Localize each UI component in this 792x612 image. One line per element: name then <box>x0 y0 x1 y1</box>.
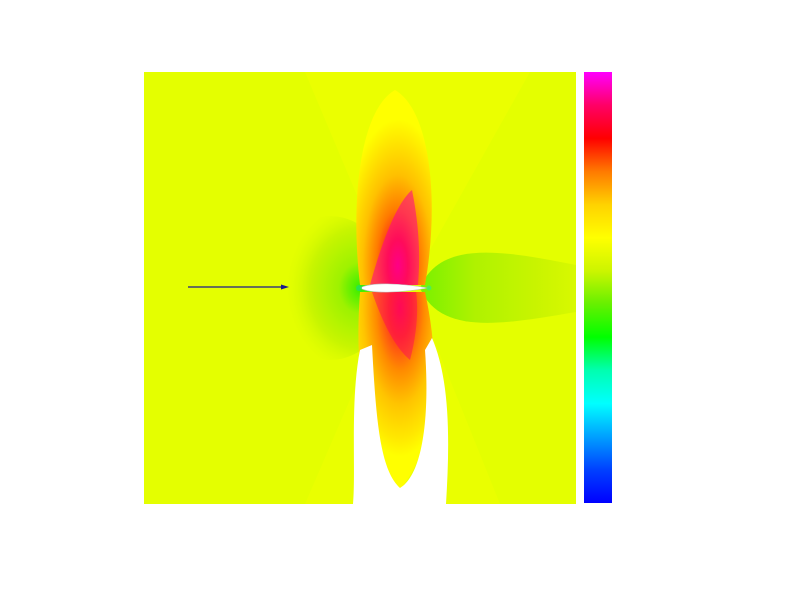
inflow-arrow <box>188 284 289 290</box>
trailing-edge-point <box>426 285 432 291</box>
empty-region <box>353 338 449 504</box>
arrow-head <box>281 284 289 290</box>
inner-peak-bottom <box>372 292 418 360</box>
colorbar <box>584 72 612 503</box>
leading-edge-stagnation <box>356 285 362 291</box>
contour-plot-area <box>144 72 576 504</box>
inner-peak-top <box>370 190 420 285</box>
wake-region <box>420 252 576 323</box>
